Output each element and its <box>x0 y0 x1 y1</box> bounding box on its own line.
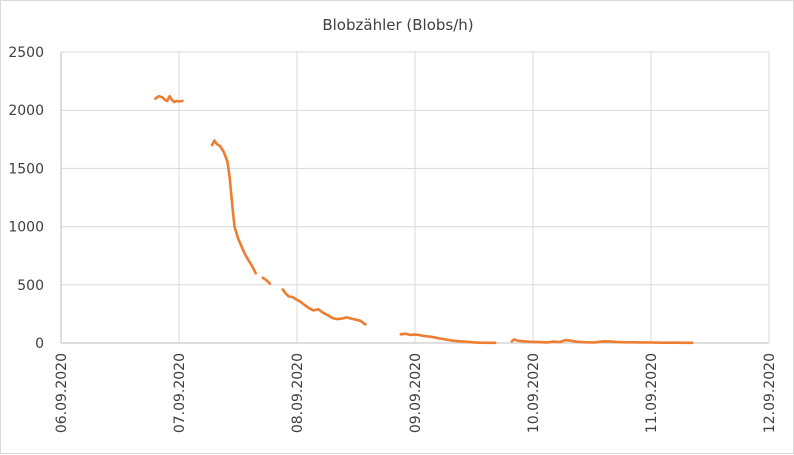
x-tick-label: 07.09.2020 <box>172 353 188 433</box>
x-tick-label: 09.09.2020 <box>408 353 424 433</box>
series-line-segment <box>281 288 367 326</box>
y-tick-label: 0 <box>35 336 44 352</box>
x-tick-label: 11.09.2020 <box>644 353 660 433</box>
series-line-segment <box>510 338 694 345</box>
chart-title: Blobzähler (Blobs/h) <box>322 16 473 34</box>
x-tick-label: 08.09.2020 <box>290 353 306 433</box>
y-tick-label: 1500 <box>8 161 44 177</box>
x-axis-tick-labels: 06.09.2020 07.09.2020 08.09.2020 09.09.2020… <box>54 353 778 433</box>
x-tick-label: 10.09.2020 <box>526 353 542 433</box>
x-tick-label: 12.09.2020 <box>762 353 778 433</box>
x-tick-label: 06.09.2020 <box>54 353 70 433</box>
y-tick-label: 2000 <box>8 103 44 119</box>
series-blobzaehler <box>154 94 694 345</box>
y-tick-label: 500 <box>17 278 44 294</box>
series-line-segment <box>210 139 257 275</box>
y-axis-tick-labels: 0 500 1000 1500 2000 2500 <box>8 45 44 352</box>
gridlines <box>61 51 770 343</box>
y-tick-label: 1000 <box>8 220 44 236</box>
series-line-segment <box>399 332 497 345</box>
y-tick-label: 2500 <box>8 45 44 61</box>
series-line-segment <box>261 276 272 285</box>
series-line-segment <box>154 94 184 104</box>
